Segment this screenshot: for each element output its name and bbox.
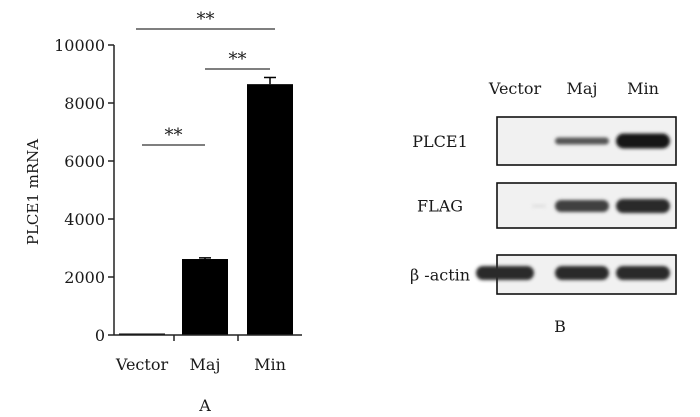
- blot-rows: PLCE1 FLAG β -actin: [410, 116, 677, 295]
- significance-label: **: [165, 125, 183, 146]
- blot-row-label: PLCE1: [412, 132, 468, 151]
- blot-band: [555, 137, 609, 145]
- y-tick-label: 10000: [54, 36, 105, 55]
- bars: [119, 84, 293, 336]
- lane-labels: Vector Maj Min: [488, 79, 659, 98]
- bar-chart-panel: ** ** ** 0 2000 4000 6000 8000 10000 Vector Maj M…: [24, 9, 302, 415]
- panel-label-a: A: [198, 396, 211, 415]
- x-tick-label: Maj: [190, 355, 221, 374]
- y-ticks: 0 2000 4000 6000 8000 10000: [54, 36, 114, 345]
- blot-row: β -actin: [410, 254, 677, 295]
- lane-label-min: Min: [627, 79, 659, 98]
- lane-label-maj: Maj: [567, 79, 598, 98]
- y-tick-label: 6000: [64, 152, 105, 171]
- y-tick-label: 4000: [64, 210, 105, 229]
- blot-band: [532, 204, 546, 208]
- blot-band: [616, 199, 670, 213]
- blot-band: [555, 200, 609, 212]
- y-tick-label: 8000: [64, 94, 105, 113]
- blot-band: [476, 266, 534, 280]
- blot-row: FLAG: [417, 182, 677, 229]
- error-bars: [199, 76, 276, 260]
- x-tick-label: Min: [254, 355, 286, 374]
- significance-label: **: [197, 9, 215, 30]
- x-tick-label: Vector: [115, 355, 169, 374]
- blot-row: PLCE1: [412, 116, 677, 166]
- blot-row-label: β -actin: [410, 266, 470, 285]
- y-axis-label: PLCE1 mRNA: [24, 139, 42, 245]
- y-tick-label: 2000: [64, 268, 105, 287]
- blot-band: [616, 266, 670, 280]
- lane-label-vector: Vector: [488, 79, 542, 98]
- panel-label-b: B: [554, 317, 566, 336]
- significance-brackets: ** ** **: [136, 9, 275, 146]
- significance-label: **: [229, 49, 247, 70]
- western-blot-panel: Vector Maj Min PLCE1 FLAG β -actin B: [410, 79, 677, 336]
- y-tick-label: 0: [95, 326, 105, 345]
- x-ticks: Vector Maj Min: [115, 335, 286, 374]
- bar-maj: [182, 259, 228, 335]
- blot-row-label: FLAG: [417, 197, 463, 216]
- blot-band: [555, 266, 609, 280]
- bar-min: [247, 84, 293, 336]
- blot-band: [616, 133, 670, 149]
